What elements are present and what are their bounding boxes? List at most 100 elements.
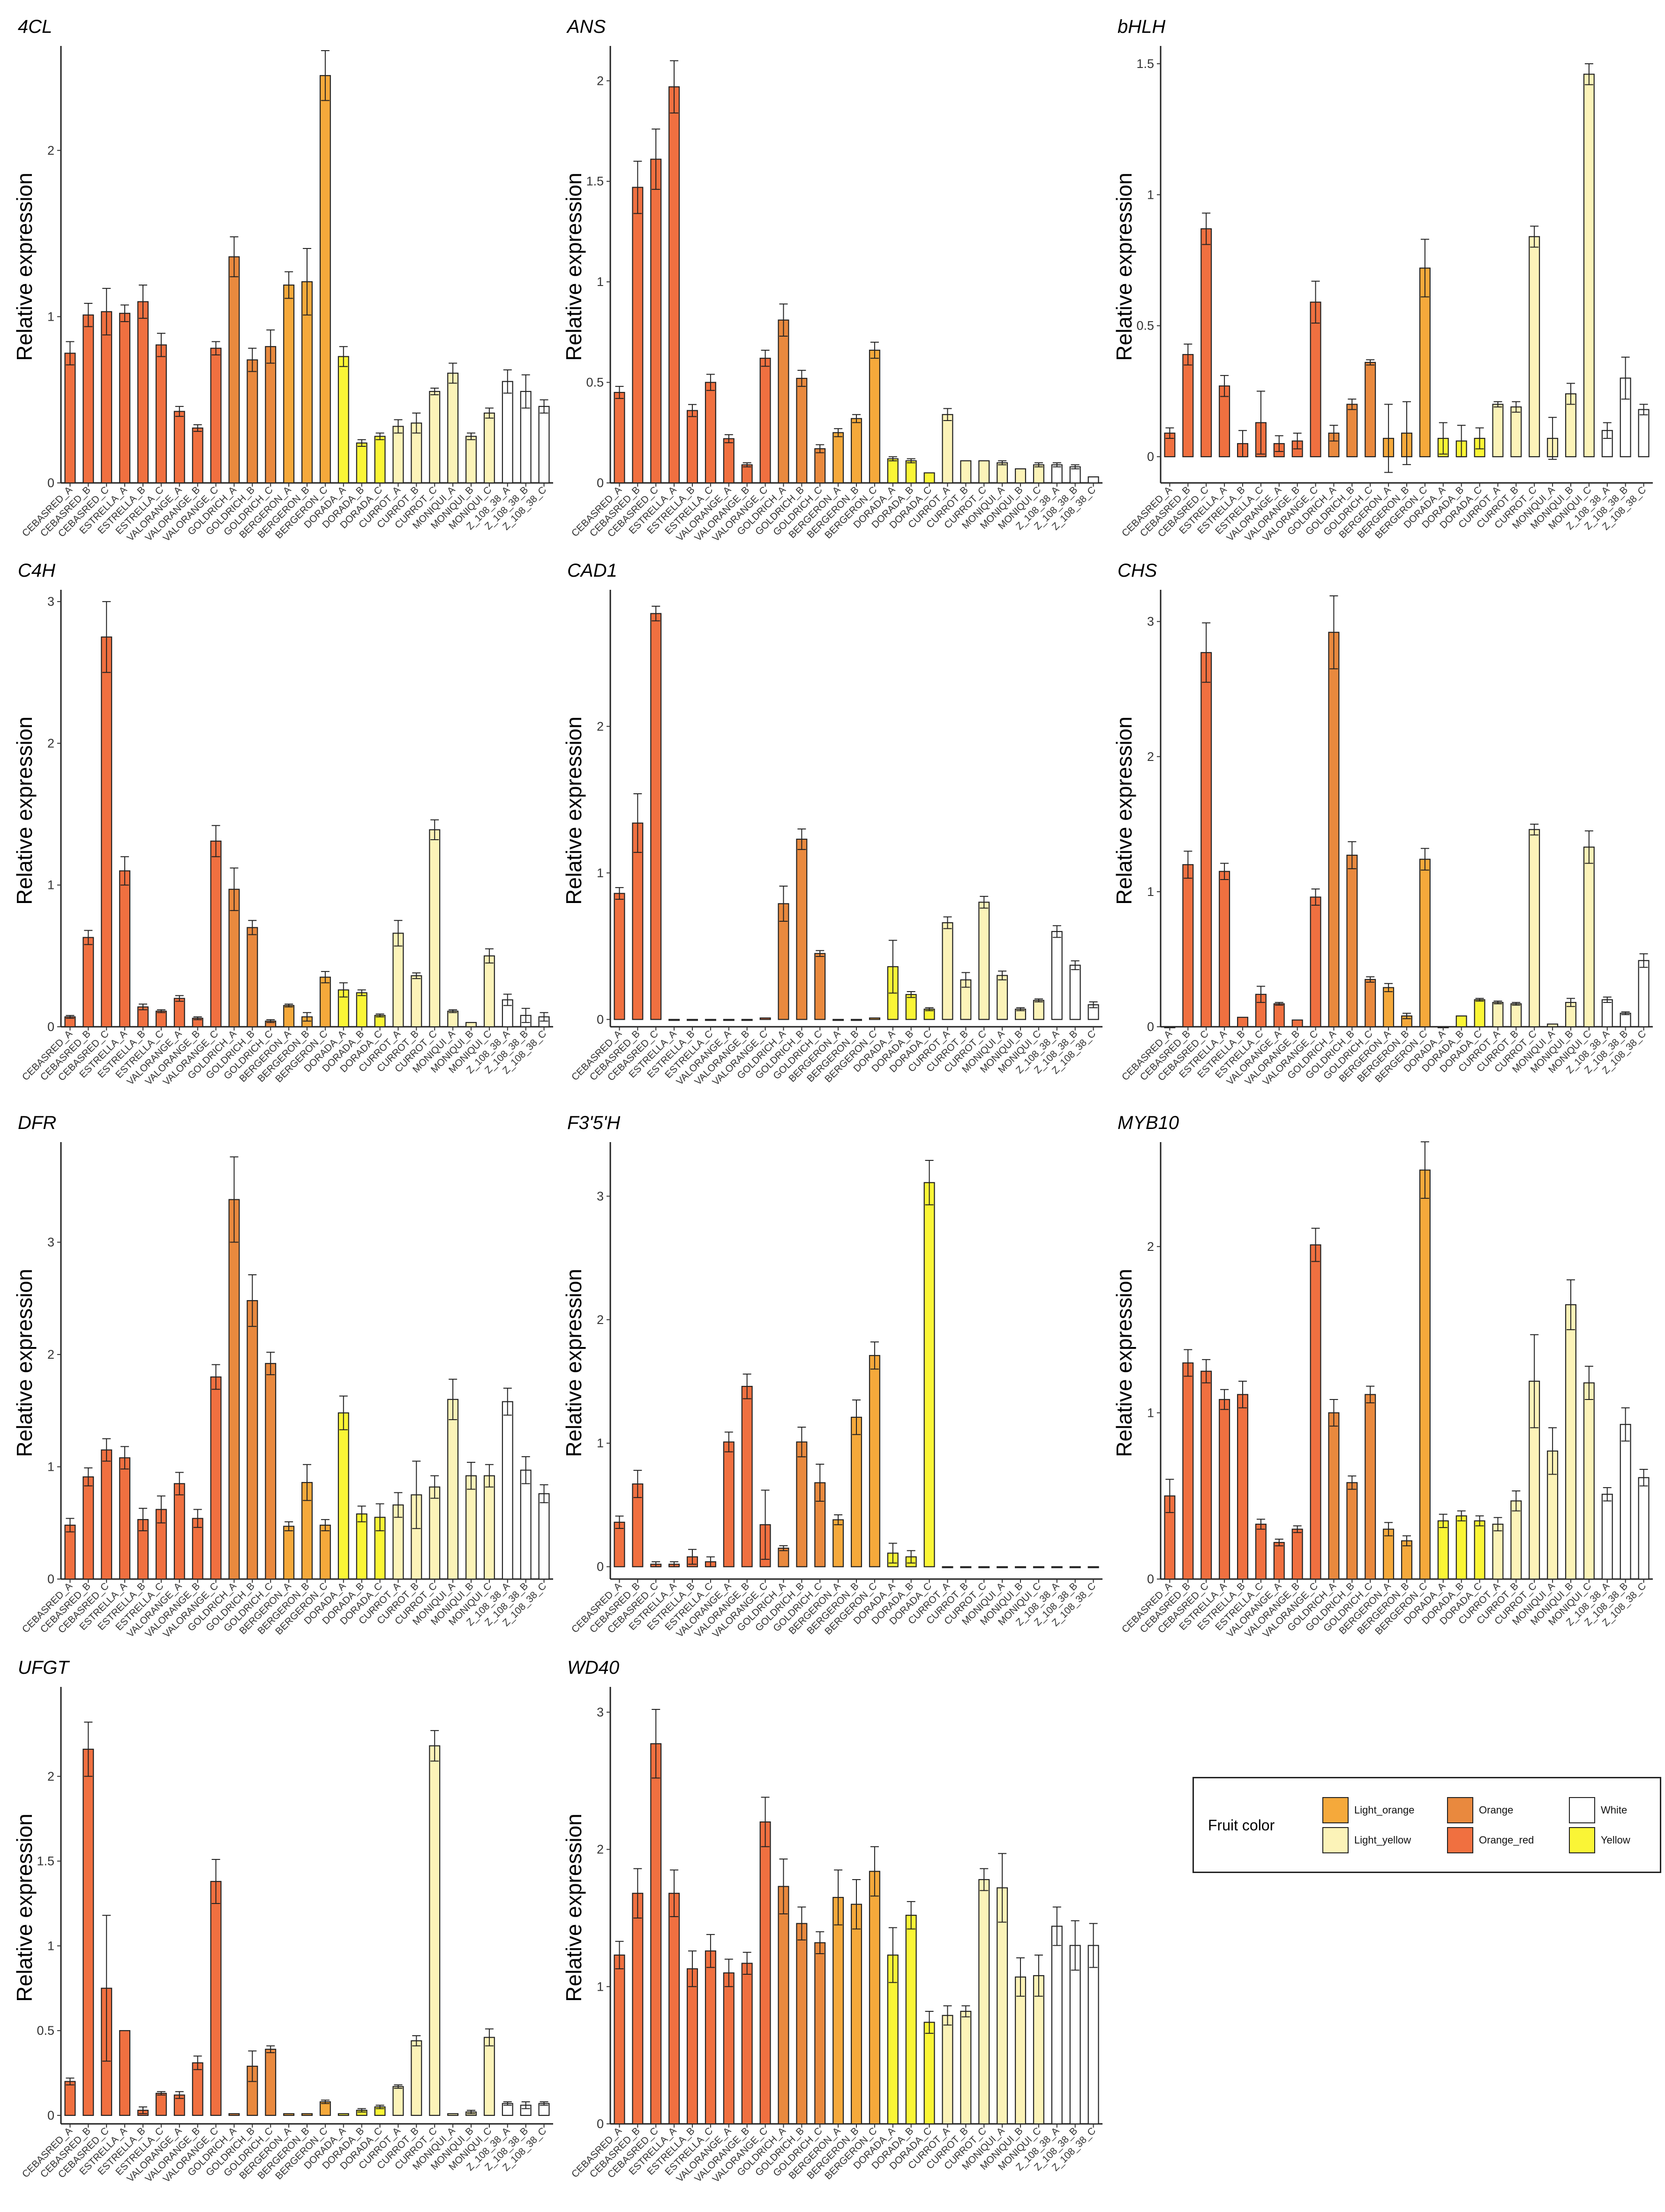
- bar: [759, 1017, 771, 1020]
- bar: [650, 158, 662, 484]
- panel-title: F3'5'H: [567, 1113, 620, 1133]
- bar: [319, 1524, 331, 1580]
- legend-label: Light_yellow: [1354, 1834, 1411, 1846]
- y-tick-label: 3: [47, 1235, 54, 1249]
- bar: [1200, 228, 1212, 458]
- bar: [1583, 74, 1595, 458]
- bar: [1182, 864, 1194, 1028]
- bar: [1015, 468, 1026, 484]
- bar: [520, 1469, 532, 1580]
- bar: [778, 319, 789, 484]
- bar: [1069, 1566, 1081, 1568]
- legend-label: White: [1601, 1804, 1628, 1816]
- bar: [1346, 854, 1358, 1028]
- bar: [1237, 1394, 1248, 1580]
- bar: [814, 953, 826, 1020]
- bar: [705, 1950, 716, 2125]
- bar: [650, 613, 662, 1020]
- legend-label: Orange_red: [1479, 1834, 1534, 1846]
- bar: [119, 1457, 131, 1580]
- bar: [905, 460, 917, 484]
- bar: [265, 346, 277, 484]
- bar: [483, 955, 495, 1028]
- bar: [1510, 1003, 1522, 1028]
- bar: [228, 2113, 240, 2116]
- bar: [1437, 1520, 1449, 1580]
- bar: [1583, 846, 1595, 1028]
- bar: [1455, 1515, 1467, 1580]
- panel-title: CHS: [1118, 560, 1157, 581]
- bar: [173, 998, 185, 1028]
- bar: [538, 1493, 550, 1580]
- bar: [283, 284, 295, 484]
- y-tick-label: 3: [597, 1189, 604, 1203]
- bar: [687, 1968, 698, 2125]
- y-tick-label: 0: [597, 2117, 604, 2131]
- y-tick-label: 1: [47, 1939, 54, 1953]
- legend-swatch: [1569, 1827, 1595, 1853]
- legend-entry-light-orange: Light_orange: [1322, 1797, 1414, 1823]
- bar: [1291, 1528, 1303, 1580]
- y-tick-label: 0: [597, 1012, 604, 1026]
- y-tick-label: 1: [1147, 188, 1154, 202]
- bar: [687, 410, 698, 484]
- bar: [192, 2062, 203, 2116]
- bar: [465, 1022, 477, 1028]
- bar: [155, 2092, 167, 2116]
- bar: [741, 464, 753, 484]
- bar: [1088, 476, 1099, 484]
- bar: [1237, 1016, 1248, 1028]
- bar: [265, 2048, 277, 2116]
- bar: [392, 2086, 404, 2116]
- bar: [960, 460, 972, 484]
- bar: [1510, 406, 1522, 458]
- bar: [247, 359, 258, 484]
- bar: [1601, 999, 1613, 1028]
- bar: [101, 636, 112, 1028]
- bar: [210, 1376, 222, 1580]
- bar: [465, 1475, 477, 1580]
- bar: [1051, 1926, 1063, 2125]
- legend-entry-yellow: Yellow: [1569, 1827, 1630, 1853]
- bar: [942, 414, 953, 484]
- legend-title: Fruit color: [1208, 1817, 1275, 1834]
- bar: [960, 1566, 972, 1568]
- y-axis-label: Relative expression: [12, 1269, 37, 1457]
- panel-title: CAD1: [567, 560, 617, 581]
- bar: [338, 2113, 349, 2116]
- bar: [1310, 301, 1321, 458]
- bar: [705, 1019, 716, 1021]
- bar: [1620, 1013, 1631, 1028]
- panel-title: WD40: [567, 1657, 619, 1678]
- bar: [1200, 652, 1212, 1028]
- bar: [614, 1954, 625, 2125]
- bar: [650, 1743, 662, 2125]
- legend-swatch: [1322, 1827, 1349, 1853]
- bar: [319, 75, 331, 484]
- y-tick-label: 2: [47, 736, 54, 750]
- bar: [978, 1566, 990, 1568]
- y-axis-label: Relative expression: [562, 173, 586, 361]
- bar: [723, 1441, 735, 1567]
- bar: [502, 381, 513, 484]
- bar: [210, 840, 222, 1028]
- bar: [119, 2030, 131, 2116]
- bar: [832, 432, 844, 484]
- bar: [1310, 896, 1321, 1028]
- bar: [796, 838, 808, 1020]
- bar: [723, 1019, 735, 1021]
- y-axis-label: Relative expression: [12, 1813, 37, 2001]
- y-tick-label: 2: [597, 1843, 604, 1857]
- bar: [814, 448, 826, 484]
- bar: [1529, 829, 1540, 1028]
- y-tick-label: 1: [597, 1436, 604, 1450]
- bar: [796, 1441, 808, 1567]
- y-tick-label: 2: [47, 143, 54, 158]
- panel-title: bHLH: [1118, 16, 1165, 37]
- bar: [1638, 960, 1650, 1028]
- y-tick-label: 2: [47, 1769, 54, 1783]
- bar: [1273, 1542, 1285, 1580]
